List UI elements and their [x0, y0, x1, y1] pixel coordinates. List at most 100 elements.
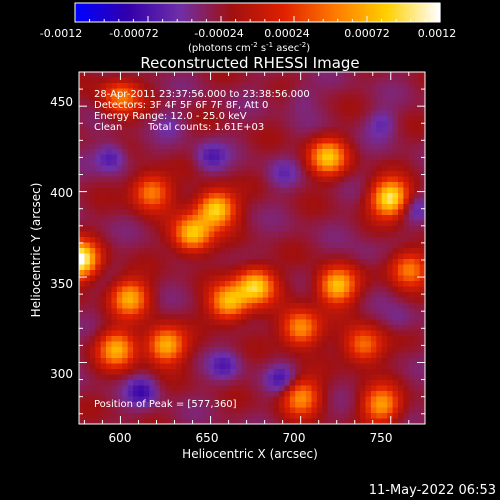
heatmap-cell — [208, 72, 215, 78]
heatmap-cell — [181, 83, 188, 89]
heatmap-cell — [376, 275, 383, 282]
colorbar-swatch — [300, 3, 304, 22]
heatmap-cell — [235, 391, 242, 397]
heatmap-cell — [143, 325, 150, 331]
heatmap-cell — [322, 341, 329, 348]
heatmap-cell — [246, 325, 253, 331]
heatmap-cell — [214, 237, 221, 243]
heatmap-cell — [322, 182, 329, 188]
heatmap-cell — [224, 281, 231, 287]
heatmap-cell — [89, 165, 96, 172]
heatmap-cell — [311, 275, 318, 282]
heatmap-cell — [219, 259, 226, 265]
colorbar-swatch — [292, 3, 296, 22]
heatmap-cell — [414, 127, 421, 133]
heatmap-cell — [160, 352, 166, 359]
heatmap-cell — [376, 270, 383, 276]
heatmap-cell — [419, 336, 426, 342]
heatmap-cell — [111, 380, 118, 386]
heatmap-cell — [316, 286, 323, 293]
heatmap-cell — [111, 407, 118, 414]
heatmap-cell — [235, 209, 242, 216]
heatmap-cell — [219, 132, 226, 139]
colorbar-swatch — [110, 3, 114, 22]
heatmap-cell — [370, 297, 377, 304]
heatmap-cell — [300, 275, 307, 282]
colorbar-swatch — [90, 3, 94, 22]
heatmap-cell — [381, 226, 388, 232]
heatmap-cell — [322, 319, 329, 326]
heatmap-cell — [392, 187, 399, 194]
heatmap-cell — [349, 94, 356, 100]
heatmap-cell — [381, 380, 388, 386]
heatmap-cell — [252, 336, 258, 342]
heatmap-cell — [127, 187, 134, 194]
heatmap-cell — [214, 396, 221, 403]
heatmap-cell — [279, 116, 285, 122]
heatmap-cell — [127, 154, 134, 161]
heatmap-cell — [246, 121, 253, 128]
heatmap-cell — [376, 94, 383, 100]
heatmap-cell — [333, 226, 339, 232]
heatmap-cell — [111, 165, 118, 172]
heatmap-cell — [289, 215, 296, 221]
heatmap-cell — [316, 336, 323, 342]
heatmap-cell — [252, 314, 258, 320]
heatmap-cell — [176, 270, 183, 276]
heatmap-cell — [208, 363, 215, 370]
heatmap-cell — [311, 88, 318, 95]
heatmap-cell — [349, 275, 356, 282]
heatmap-cell — [257, 275, 264, 282]
heatmap-cell — [365, 407, 372, 414]
heatmap-cell — [138, 407, 145, 414]
heatmap-cell — [235, 374, 242, 381]
heatmap-cell — [419, 127, 426, 133]
heatmap-cell — [289, 77, 296, 84]
heatmap-cell — [268, 369, 275, 375]
heatmap-cell — [279, 264, 285, 271]
heatmap-cell — [392, 143, 399, 150]
heatmap-cell — [376, 402, 383, 408]
heatmap-cell — [192, 105, 199, 111]
heatmap-cell — [154, 347, 161, 353]
heatmap-cell — [224, 83, 231, 89]
heatmap-cell — [127, 143, 134, 150]
colorbar-swatch — [127, 3, 131, 22]
heatmap-cell — [279, 72, 285, 78]
heatmap-cell — [79, 253, 85, 260]
heatmap-cell — [360, 226, 367, 232]
heatmap-cell — [106, 374, 112, 381]
heatmap-cell — [343, 220, 350, 227]
heatmap-cell — [230, 336, 237, 342]
heatmap-cell — [289, 176, 296, 183]
heatmap-cell — [219, 374, 226, 381]
heatmap-cell — [343, 72, 350, 78]
heatmap-cell — [268, 358, 275, 364]
heatmap-cell — [89, 413, 96, 419]
heatmap-cell — [241, 237, 248, 243]
heatmap-cell — [235, 281, 242, 287]
heatmap-cell — [149, 193, 156, 199]
heatmap-cell — [327, 226, 334, 232]
heatmap-cell — [219, 297, 226, 304]
heatmap-cell — [370, 396, 377, 403]
heatmap-cell — [219, 325, 226, 331]
heatmap-cell — [154, 187, 161, 194]
heatmap-cell — [349, 231, 356, 238]
heatmap-cell — [387, 253, 394, 260]
heatmap-cell — [143, 110, 150, 117]
heatmap-cell — [192, 77, 199, 84]
heatmap-cell — [181, 77, 188, 84]
heatmap-cell — [327, 160, 334, 166]
heatmap-cell — [316, 347, 323, 353]
heatmap-cell — [116, 116, 123, 122]
heatmap-cell — [203, 363, 210, 370]
heatmap-cell — [235, 193, 242, 199]
heatmap-cell — [408, 352, 415, 359]
heatmap-cell — [111, 138, 118, 144]
heatmap-cell — [89, 281, 96, 287]
heatmap-cell — [106, 237, 112, 243]
heatmap-cell — [160, 242, 166, 249]
heatmap-cell — [327, 264, 334, 271]
heatmap-cell — [133, 303, 139, 309]
